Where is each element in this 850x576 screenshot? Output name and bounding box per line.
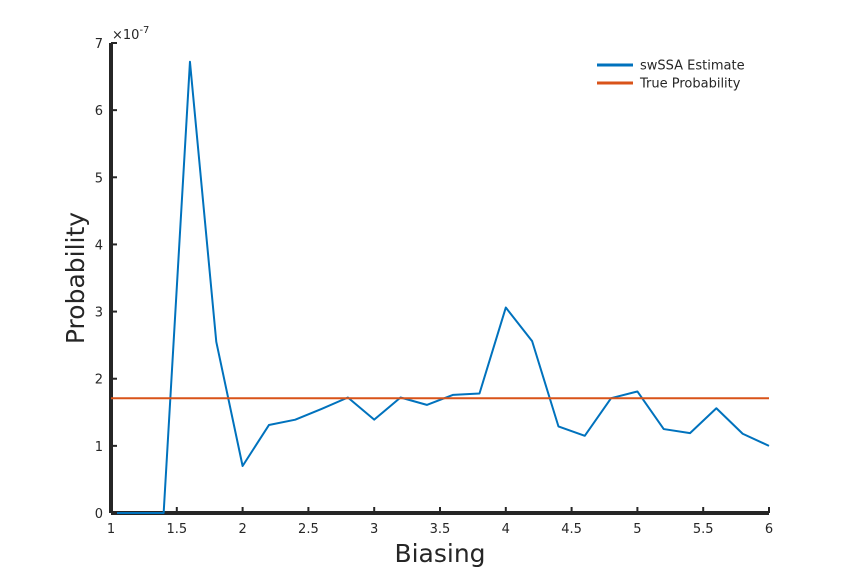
y-tick-label: 0 <box>95 507 103 522</box>
x-tick-label: 2.5 <box>298 522 319 537</box>
y-axis-exponent-power: -7 <box>139 25 149 36</box>
x-tick-label: 3 <box>370 522 378 537</box>
x-axis-ticks: 1 1.5 2 2.5 3 3.5 4 4.5 5 5.5 6 <box>107 507 773 537</box>
y-tick-label: 7 <box>95 37 103 52</box>
y-axis-ticks: 0 1 2 3 4 5 6 7 <box>95 37 117 522</box>
series-line-1 <box>111 60 770 514</box>
y-tick-label: 6 <box>95 104 103 119</box>
x-tick-label: 5.5 <box>693 522 714 537</box>
legend: swSSA Estimate True Probability <box>597 59 745 92</box>
legend-label-1: swSSA Estimate <box>640 59 745 74</box>
x-tick-label: 1.5 <box>166 522 187 537</box>
y-axis-exponent: ×10-7 <box>112 25 149 43</box>
x-tick-label: 3.5 <box>430 522 451 537</box>
y-tick-label: 3 <box>95 306 103 321</box>
x-tick-label: 1 <box>107 522 115 537</box>
x-tick-label: 5 <box>633 522 641 537</box>
x-axis-title: Biasing <box>394 539 485 568</box>
x-tick-label: 6 <box>765 522 773 537</box>
y-tick-label: 5 <box>95 171 103 186</box>
y-tick-label: 1 <box>95 440 103 455</box>
y-axis-title: Probability <box>61 212 90 344</box>
y-axis-exponent-base: ×10 <box>112 28 139 43</box>
y-tick-label: 2 <box>95 373 103 388</box>
x-tick-label: 4.5 <box>561 522 582 537</box>
legend-label-2: True Probability <box>639 77 741 92</box>
y-tick-label: 4 <box>95 238 103 253</box>
series-layer <box>111 60 770 514</box>
x-tick-label: 4 <box>502 522 510 537</box>
x-tick-label: 2 <box>238 522 246 537</box>
